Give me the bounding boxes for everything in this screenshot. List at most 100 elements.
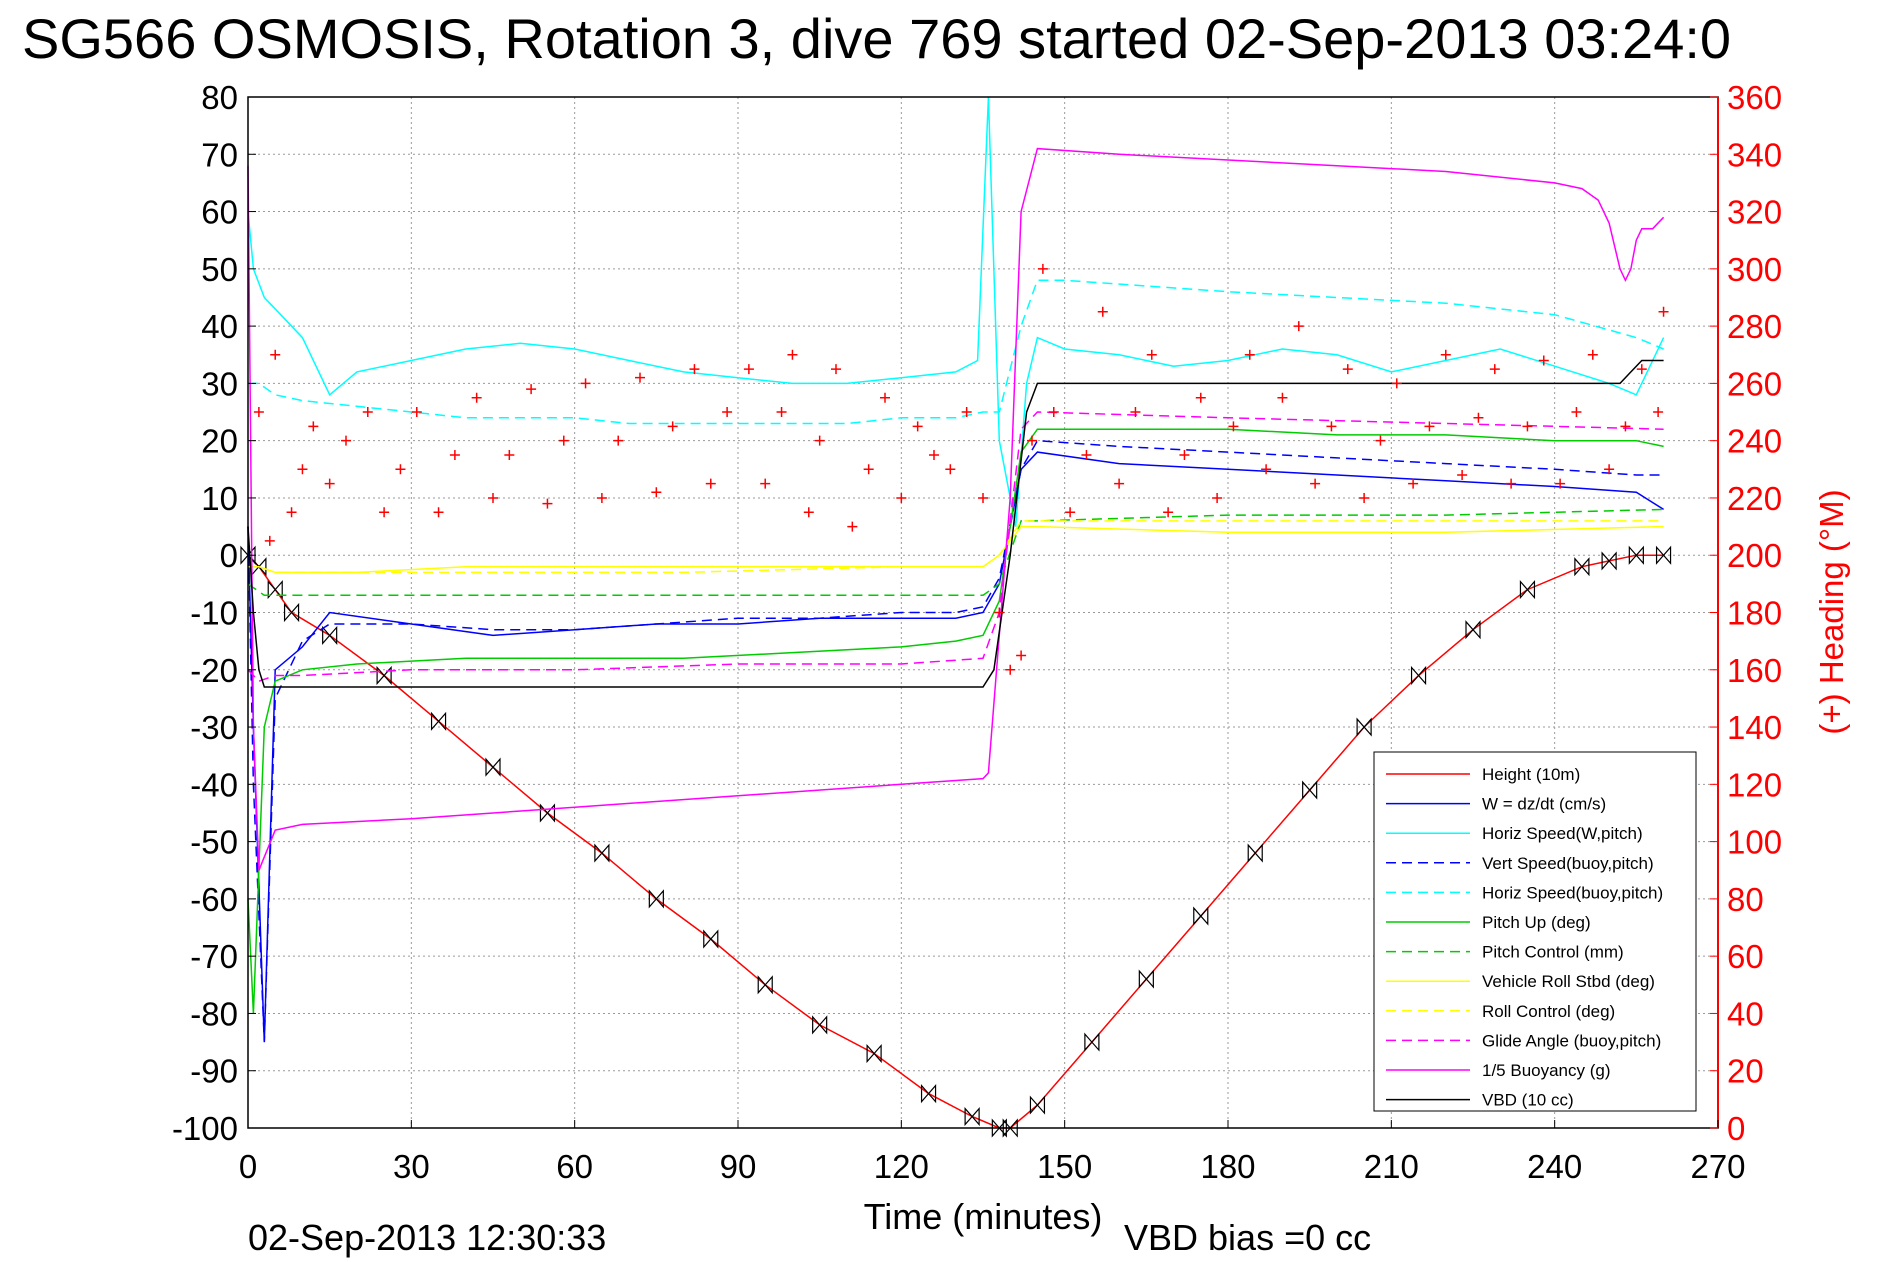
legend-entry: Vehicle Roll Stbd (deg) xyxy=(1482,972,1655,991)
right-tick-label: 180 xyxy=(1727,595,1782,632)
x-tick-label: 30 xyxy=(393,1148,430,1185)
heading-point xyxy=(1522,421,1533,432)
legend-entry: Pitch Control (mm) xyxy=(1482,943,1624,962)
heading-point xyxy=(308,421,319,432)
heading-point xyxy=(471,392,482,403)
right-tick-label: 220 xyxy=(1727,480,1782,517)
series-line xyxy=(247,359,1664,688)
series-line xyxy=(247,451,1664,1043)
series-line xyxy=(247,96,1665,527)
y-tick-label: -70 xyxy=(190,938,238,975)
y-axis-ticks: 80 70 60 50 40 30 20 10 0 -10 -20 -30 -40 -50 -60 -70 -8… xyxy=(172,79,256,1147)
right-tick-label: 260 xyxy=(1727,365,1782,402)
heading-point xyxy=(297,464,308,475)
depth-marker xyxy=(1193,906,1209,926)
heading-point xyxy=(760,478,771,489)
y-tick-label: -100 xyxy=(172,1110,238,1147)
heading-point xyxy=(1391,378,1402,389)
right-tick-label: 40 xyxy=(1727,995,1764,1032)
heading-point xyxy=(1310,478,1321,489)
heading-point xyxy=(1440,349,1451,360)
heading-point xyxy=(526,384,537,395)
heading-point xyxy=(1228,421,1239,432)
y-tick-label: 60 xyxy=(201,194,238,231)
chart-title: SG566 OSMOSIS, Rotation 3, dive 769 star… xyxy=(22,7,1731,70)
depth-marker xyxy=(1084,1032,1100,1052)
heading-point xyxy=(395,464,406,475)
heading-point xyxy=(362,407,373,418)
heading-point xyxy=(341,435,351,446)
heading-point xyxy=(1293,321,1304,332)
depth-marker xyxy=(267,579,283,600)
y-tick-label: -50 xyxy=(190,824,238,861)
series-line xyxy=(247,428,1664,1014)
depth-marker xyxy=(539,803,556,823)
heading-point xyxy=(1027,435,1037,446)
heading-point xyxy=(776,407,787,418)
right-axis-label: (+) Heading (°M) xyxy=(1813,489,1850,734)
heading-point xyxy=(1081,449,1092,460)
heading-point xyxy=(286,507,297,518)
y-tick-label: -60 xyxy=(190,881,238,918)
heading-point xyxy=(558,435,569,446)
vbd-bias-label: VBD bias =0 cc xyxy=(1124,1217,1371,1258)
heading-point xyxy=(1489,364,1500,375)
heading-point xyxy=(863,464,874,475)
heading-point xyxy=(1326,421,1337,432)
y-tick-label: 50 xyxy=(201,251,238,288)
series-7 xyxy=(248,525,1664,574)
heading-point xyxy=(542,498,553,509)
depth-marker xyxy=(648,889,664,909)
heading-point xyxy=(1636,364,1647,375)
legend-entry: Glide Angle (buoy,pitch) xyxy=(1482,1031,1661,1050)
x-tick-label: 60 xyxy=(556,1148,593,1185)
y-tick-label: 10 xyxy=(201,480,238,517)
heading-point xyxy=(1005,664,1016,675)
heading-point xyxy=(1130,407,1141,418)
depth-marker xyxy=(1002,1118,1018,1138)
depth-marker xyxy=(1356,717,1372,737)
legend-entry: VBD (10 cc) xyxy=(1482,1091,1574,1110)
depth-marker xyxy=(1302,780,1318,800)
series-line xyxy=(247,439,1664,1043)
heading-point xyxy=(613,435,624,446)
heading-point xyxy=(803,507,814,518)
y-tick-label: -40 xyxy=(190,766,238,803)
x-tick-label: 150 xyxy=(1037,1148,1092,1185)
series-4 xyxy=(248,279,1664,425)
series-12 xyxy=(253,263,1669,675)
series-line xyxy=(247,147,1665,871)
legend-entry: Roll Control (deg) xyxy=(1482,1002,1615,1021)
depth-marker xyxy=(594,843,610,863)
depth-marker xyxy=(920,1084,937,1104)
legend-box xyxy=(1373,751,1697,1112)
series-line xyxy=(248,525,1664,574)
depth-marker xyxy=(1519,579,1536,600)
legend-entry: Pitch Up (deg) xyxy=(1482,913,1591,932)
y-tick-label: -20 xyxy=(190,652,238,689)
right-tick-label: 280 xyxy=(1727,308,1782,345)
depth-marker xyxy=(703,929,719,949)
heading-point xyxy=(1195,392,1206,403)
heading-point xyxy=(1375,435,1386,446)
heading-point xyxy=(1587,349,1598,360)
series-9 xyxy=(247,411,1664,683)
heading-point xyxy=(978,492,988,503)
series-1 xyxy=(247,451,1664,1043)
y-tick-label: 40 xyxy=(201,308,238,345)
heading-point xyxy=(705,478,716,489)
legend-entry: Vert Speed(buoy,pitch) xyxy=(1482,854,1654,873)
series-10 xyxy=(247,147,1665,871)
right-tick-label: 140 xyxy=(1727,709,1782,746)
right-tick-label: 240 xyxy=(1727,423,1782,460)
right-tick-label: 160 xyxy=(1727,652,1782,689)
heading-point xyxy=(1114,478,1125,489)
heading-point xyxy=(814,435,825,446)
heading-point xyxy=(961,407,972,418)
heading-point xyxy=(1163,507,1174,518)
legend-entry: Horiz Speed(buoy,pitch) xyxy=(1482,883,1663,902)
heading-point xyxy=(1342,364,1353,375)
heading-point xyxy=(1359,492,1370,503)
y-tick-label: 70 xyxy=(201,136,238,173)
heading-point xyxy=(1424,421,1435,432)
